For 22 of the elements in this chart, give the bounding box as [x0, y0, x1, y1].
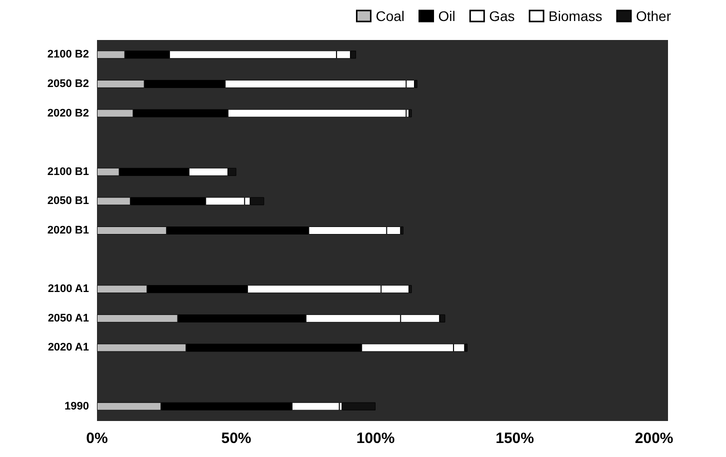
y-tick-label: 2050 A1 [48, 312, 89, 324]
y-tick-label: 2100 B1 [47, 166, 89, 178]
x-tick-label: 150% [496, 430, 534, 447]
x-tick-label: 50% [221, 430, 252, 447]
y-tick-label: 2100 B2 [47, 48, 89, 61]
x-tick-label: 0% [86, 430, 108, 447]
legend-label: Oil [438, 8, 456, 24]
y-tick-label: 2100 A1 [48, 283, 89, 296]
y-tick-label: 2050 B1 [47, 195, 89, 208]
y-tick-label: 2020 A1 [48, 342, 89, 354]
bar [342, 402, 376, 410]
legend-label: Coal [376, 8, 405, 24]
y-tick-label: 2020 B2 [47, 107, 89, 120]
y-tick-label: 2050 B2 [47, 78, 89, 90]
legend-label: Other [636, 8, 672, 24]
y-tick-label: 1990 [64, 400, 89, 412]
legend-label: Gas [489, 8, 515, 24]
y-tick-label: 2020 B1 [47, 224, 89, 236]
x-tick-label: 100% [356, 430, 395, 447]
x-tick-label: 200% [634, 430, 674, 447]
bar [408, 109, 412, 118]
legend-label: Biomass [548, 8, 602, 24]
